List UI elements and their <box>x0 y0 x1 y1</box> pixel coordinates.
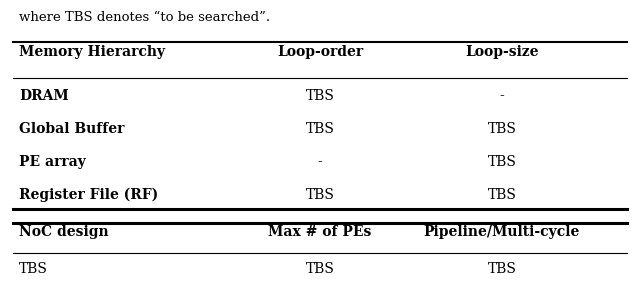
Text: TBS: TBS <box>305 262 335 276</box>
Text: Loop-order: Loop-order <box>277 45 363 59</box>
Text: TBS: TBS <box>488 122 516 136</box>
Text: Pipeline/Multi-cycle: Pipeline/Multi-cycle <box>424 225 580 239</box>
Text: TBS: TBS <box>305 89 335 103</box>
Text: TBS: TBS <box>488 187 516 202</box>
Text: Loop-size: Loop-size <box>465 45 539 59</box>
Text: TBS: TBS <box>488 155 516 169</box>
Text: TBS: TBS <box>488 262 516 276</box>
Text: -: - <box>317 155 323 169</box>
Text: Register File (RF): Register File (RF) <box>19 187 158 202</box>
Text: NoC design: NoC design <box>19 225 109 239</box>
Text: PE array: PE array <box>19 155 86 169</box>
Text: DRAM: DRAM <box>19 89 68 103</box>
Text: Max # of PEs: Max # of PEs <box>268 225 372 239</box>
Text: Memory Hierarchy: Memory Hierarchy <box>19 45 165 59</box>
Text: TBS: TBS <box>305 122 335 136</box>
Text: where TBS denotes “to be searched”.: where TBS denotes “to be searched”. <box>19 11 270 24</box>
Text: -: - <box>499 89 504 103</box>
Text: TBS: TBS <box>305 187 335 202</box>
Text: Global Buffer: Global Buffer <box>19 122 124 136</box>
Text: TBS: TBS <box>19 262 48 276</box>
